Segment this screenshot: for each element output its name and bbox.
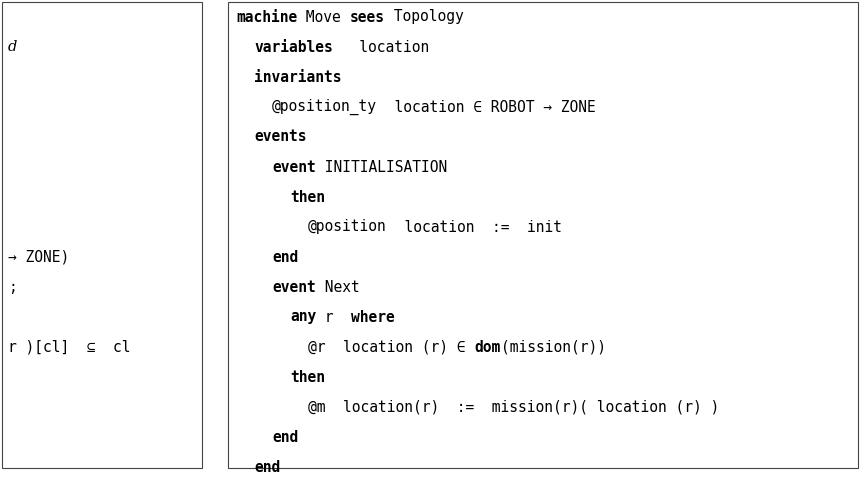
Text: Move: Move [297, 10, 350, 24]
Text: where: where [351, 309, 395, 324]
Text: @r  location (r) ∈: @r location (r) ∈ [308, 340, 474, 354]
Text: any: any [290, 309, 316, 324]
Text: r: r [316, 309, 351, 324]
Text: Next: Next [316, 280, 360, 295]
Text: events: events [254, 129, 307, 145]
Text: INITIALISATION: INITIALISATION [316, 160, 447, 174]
Text: dom: dom [474, 340, 500, 354]
Bar [2, 2, 202, 468]
Text: event: event [272, 280, 316, 295]
Text: then: then [290, 369, 325, 385]
Text: invariants: invariants [254, 69, 342, 84]
Text: location: location [332, 39, 429, 55]
Text: @position: @position [308, 219, 387, 235]
Text: (mission(r)): (mission(r)) [500, 340, 605, 354]
Text: ;: ; [8, 280, 16, 295]
Bar [228, 2, 858, 468]
Text: end: end [254, 459, 280, 475]
Text: end: end [272, 430, 298, 445]
Text: machine: machine [236, 10, 297, 24]
Text: variables: variables [254, 39, 332, 55]
Text: sees: sees [350, 10, 385, 24]
Text: event: event [272, 160, 316, 174]
Text: → ZONE): → ZONE) [8, 250, 69, 264]
Text: Topology: Topology [385, 10, 463, 24]
Text: then: then [290, 190, 325, 205]
Text: d: d [8, 40, 17, 54]
Text: @position_ty: @position_ty [272, 99, 377, 115]
Text: @m  location(r)  :=  mission(r)( location (r) ): @m location(r) := mission(r)( location (… [308, 399, 719, 414]
Text: location  :=  init: location := init [387, 219, 561, 235]
Text: location ∈ ROBOT → ZONE: location ∈ ROBOT → ZONE [377, 100, 596, 114]
Text: end: end [272, 250, 298, 264]
Text: r )[cl]  ⊆  cl: r )[cl] ⊆ cl [8, 340, 131, 354]
